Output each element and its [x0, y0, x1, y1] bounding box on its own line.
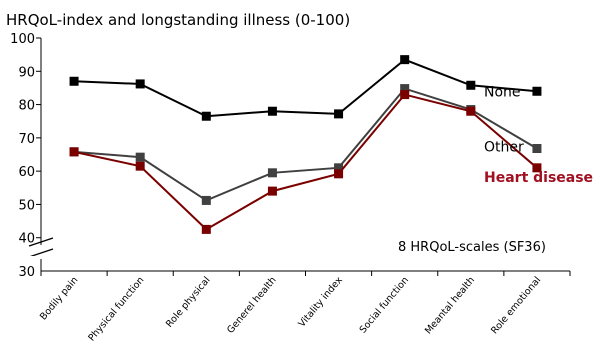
data-point-marker: [201, 195, 211, 205]
x-category-label: Meantal health: [423, 275, 477, 337]
x-category-label: Vitality index: [297, 275, 346, 330]
data-point-marker: [267, 168, 277, 178]
series-line: [74, 58, 538, 118]
x-category-label: Role physical: [164, 275, 213, 330]
scales-note: 8 HRQoL-scales (SF36): [398, 240, 546, 255]
data-point-marker: [201, 111, 211, 121]
chart-title: HRQoL-index and longstanding illness (0-…: [6, 11, 350, 29]
data-point-marker: [400, 55, 410, 65]
data-point-marker: [69, 76, 79, 86]
data-point-marker: [135, 161, 145, 171]
y-tick-label: 100: [10, 32, 35, 47]
data-point-marker: [135, 79, 145, 89]
data-point-marker: [532, 86, 542, 96]
data-point-marker: [135, 152, 145, 162]
data-point-marker: [69, 147, 79, 157]
x-category-label: Social function: [358, 275, 411, 336]
data-point-marker: [267, 186, 277, 196]
y-tick-label: 40: [18, 232, 35, 247]
data-point-marker: [334, 163, 344, 173]
tick-mask: [18, 256, 38, 264]
series-line: [73, 93, 538, 231]
data-point-marker: [201, 224, 211, 234]
series-labels: None Other Heart disease: [484, 84, 593, 186]
data-point-marker: [334, 169, 344, 179]
x-category-label: Role emotional: [489, 275, 543, 337]
x-category-labels: Bodily pain Physical function Role physica…: [38, 271, 571, 344]
y-tick-label: 60: [18, 165, 35, 180]
x-category-label: Bodily pain: [38, 275, 80, 323]
data-point-marker: [466, 80, 476, 90]
series-label: Heart disease: [484, 170, 593, 186]
data-point-marker: [267, 106, 277, 116]
y-tick-label: 90: [18, 65, 35, 80]
axis-break-mark: [28, 237, 54, 247]
y-tick-label: 50: [18, 198, 35, 213]
y-tick-labels: 100 90 80 70 60 50 40 30: [10, 32, 41, 280]
data-point-marker: [334, 109, 344, 119]
y-tick-label: 70: [18, 132, 35, 147]
y-tick-label: 30: [18, 265, 35, 280]
x-category-label: Physical function: [86, 275, 146, 344]
series-line: [73, 87, 538, 202]
data-point-marker: [400, 90, 410, 100]
series-label: Other: [484, 140, 524, 156]
data-point-marker: [532, 144, 542, 154]
data-point-marker: [532, 163, 542, 173]
data-point-marker: [466, 106, 476, 116]
series-label: None: [484, 84, 521, 100]
x-category-label: Generel health: [225, 275, 279, 336]
y-tick-label: 80: [18, 99, 35, 114]
axis-break-mark: [28, 248, 54, 258]
series-group: [69, 55, 542, 234]
data-point-marker: [400, 84, 410, 94]
